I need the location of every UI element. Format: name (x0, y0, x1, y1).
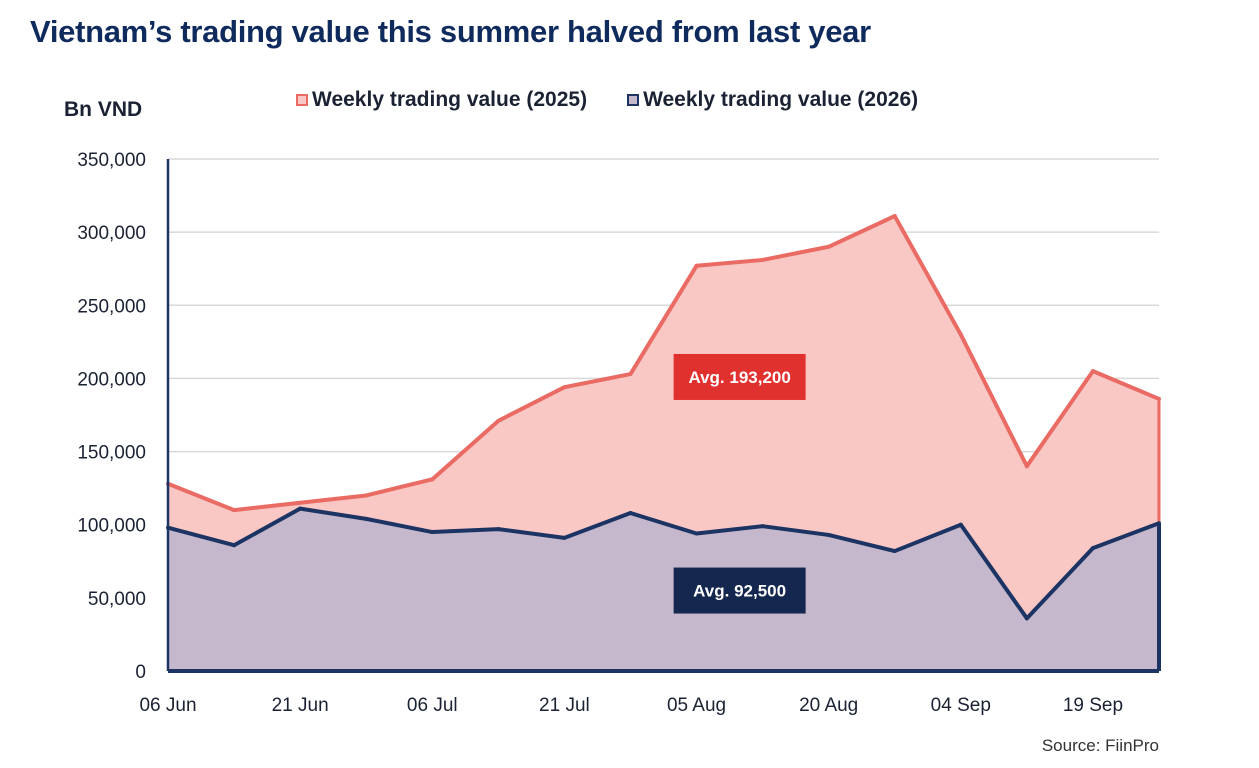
point-2025-14 (1090, 369, 1095, 374)
point-2025-10 (826, 244, 831, 249)
point-2025-2 (298, 500, 303, 505)
point-2026-1 (232, 543, 237, 548)
avg-box-0 (673, 353, 806, 400)
x-tick-label-6: 04 Sep (931, 695, 991, 716)
point-2026-14 (1090, 546, 1095, 551)
area-2026 (168, 508, 1159, 671)
point-2026-8 (694, 531, 699, 536)
avg-box-1 (673, 567, 806, 614)
point-2025-1 (232, 508, 237, 513)
legend-item-2025: Weekly trading value (2025) (296, 88, 587, 112)
y-tick-label-6: 300,000 (77, 223, 146, 244)
legend-item-2026: Weekly trading value (2026) (627, 88, 918, 112)
point-2026-13 (1024, 616, 1029, 621)
point-2025-3 (364, 493, 369, 498)
line-2026 (167, 506, 1160, 621)
y-tick-label-2: 100,000 (77, 516, 146, 537)
y-tick-label-3: 150,000 (77, 443, 146, 464)
x-tick-label-3: 21 Jul (539, 695, 590, 716)
y-tick-label-0: 0 (135, 662, 146, 683)
x-tick-label-2: 06 Jul (407, 695, 458, 716)
x-tick-label-1: 21 Jun (272, 695, 329, 716)
point-2025-7 (628, 372, 633, 377)
point-2025-11 (892, 214, 897, 219)
avg-label-0: Avg. 193,200 (688, 368, 790, 387)
point-2025-12 (958, 332, 963, 337)
point-2025-9 (760, 257, 765, 262)
point-2025-4 (430, 477, 435, 482)
point-2026-12 (958, 522, 963, 527)
y-tick-label-4: 200,000 (77, 369, 146, 390)
point-2025-5 (496, 418, 501, 423)
legend-label-2025: Weekly trading value (2025) (312, 88, 588, 111)
point-2026-2 (298, 506, 303, 511)
y-tick-label-1: 50,000 (88, 589, 146, 610)
y-tick-label-7: 350,000 (77, 150, 146, 171)
x-tick-label-5: 20 Aug (799, 695, 858, 716)
point-2026-10 (826, 532, 831, 537)
x-tick-label-4: 05 Aug (667, 695, 726, 716)
point-2025-15 (1157, 396, 1161, 401)
point-2025-6 (562, 385, 567, 390)
point-2026-5 (496, 527, 501, 532)
point-2026-7 (628, 511, 633, 516)
point-2026-11 (892, 549, 897, 554)
point-2025-13 (1024, 464, 1029, 469)
source-note: Source: FiinPro (1041, 736, 1159, 755)
x-tick-label-7: 19 Sep (1063, 695, 1123, 716)
avg-label-1: Avg. 92,500 (693, 582, 786, 601)
legend-swatch-2025 (296, 94, 308, 106)
point-2025-8 (694, 263, 699, 268)
y-tick-label-5: 250,000 (77, 296, 146, 317)
legend-swatch-2026 (627, 94, 640, 106)
point-2026-6 (562, 535, 567, 540)
line-2025 (167, 214, 1160, 513)
chart-title: Vietnam’s trading value this summer halv… (30, 14, 871, 49)
y-axis-unit-label: Bn VND (64, 98, 143, 121)
point-2026-9 (760, 524, 765, 529)
chart-legend: Weekly trading value (2025) Weekly tradi… (296, 88, 918, 112)
x-tick-label-0: 06 Jun (139, 695, 196, 716)
point-2026-4 (430, 530, 435, 535)
point-2026-3 (364, 516, 369, 521)
legend-label-2026: Weekly trading value (2026) (643, 88, 919, 111)
